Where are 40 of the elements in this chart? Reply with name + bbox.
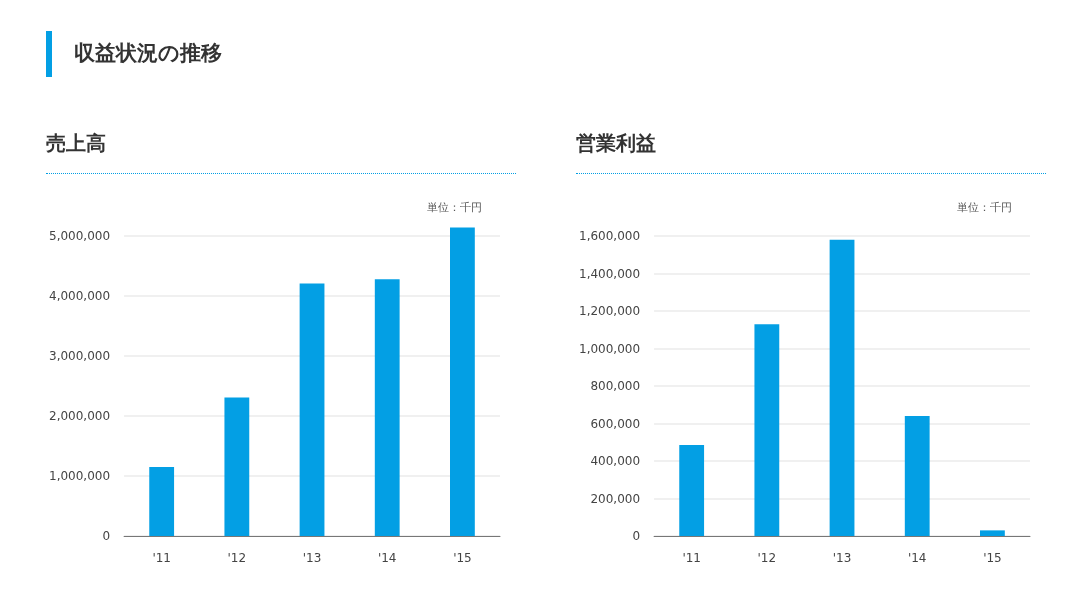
text: 収益状況の推移 xyxy=(46,31,222,77)
x-tick-label: '13 xyxy=(302,551,322,565)
y-tick-label: 3,000,000 xyxy=(48,349,111,363)
x-tick-label: '12 xyxy=(227,551,247,565)
y-tick-label: 200,000 xyxy=(590,491,641,506)
text: 単位：千円 xyxy=(957,200,1012,215)
x-tick-label: '11 xyxy=(152,551,171,565)
y-tick-label: 2,000,000 xyxy=(48,409,111,423)
y-tick-label: 5,000,000 xyxy=(48,229,111,243)
chart-title: 売上高 xyxy=(46,130,516,174)
x-tick-label: '15 xyxy=(983,551,1002,565)
y-tick-label: 1,000,000 xyxy=(48,469,111,483)
y-tick-label: 1,200,000 xyxy=(578,304,641,318)
bar xyxy=(904,416,930,536)
text: 単位：千円 xyxy=(427,200,482,215)
x-tick-label: '12 xyxy=(757,551,777,565)
y-tick-label: 600,000 xyxy=(590,416,641,431)
y-tick-label: 0 xyxy=(632,529,641,543)
x-tick-label: '13 xyxy=(832,551,852,565)
bar xyxy=(450,227,475,536)
bar xyxy=(374,279,400,536)
bar xyxy=(829,239,855,536)
x-tick-label: '14 xyxy=(907,551,927,565)
x-tick-label: '14 xyxy=(377,551,397,565)
x-tick-label: '11 xyxy=(682,551,701,565)
y-tick-label: 800,000 xyxy=(590,379,641,393)
bar xyxy=(299,283,325,536)
y-tick-label: 4,000,000 xyxy=(48,289,111,303)
bar xyxy=(149,467,175,536)
y-tick-label: 1,400,000 xyxy=(578,266,641,281)
y-tick-label: 1,000,000 xyxy=(578,341,641,356)
chart-title: 営業利益 xyxy=(576,130,1046,174)
x-tick-label: '15 xyxy=(453,551,472,565)
bar xyxy=(980,530,1005,536)
y-tick-label: 0 xyxy=(102,529,111,543)
bar xyxy=(754,324,780,536)
bar xyxy=(679,445,705,536)
y-tick-label: 400,000 xyxy=(590,454,641,468)
y-tick-label: 1,600,000 xyxy=(578,229,641,243)
bar xyxy=(224,397,250,536)
